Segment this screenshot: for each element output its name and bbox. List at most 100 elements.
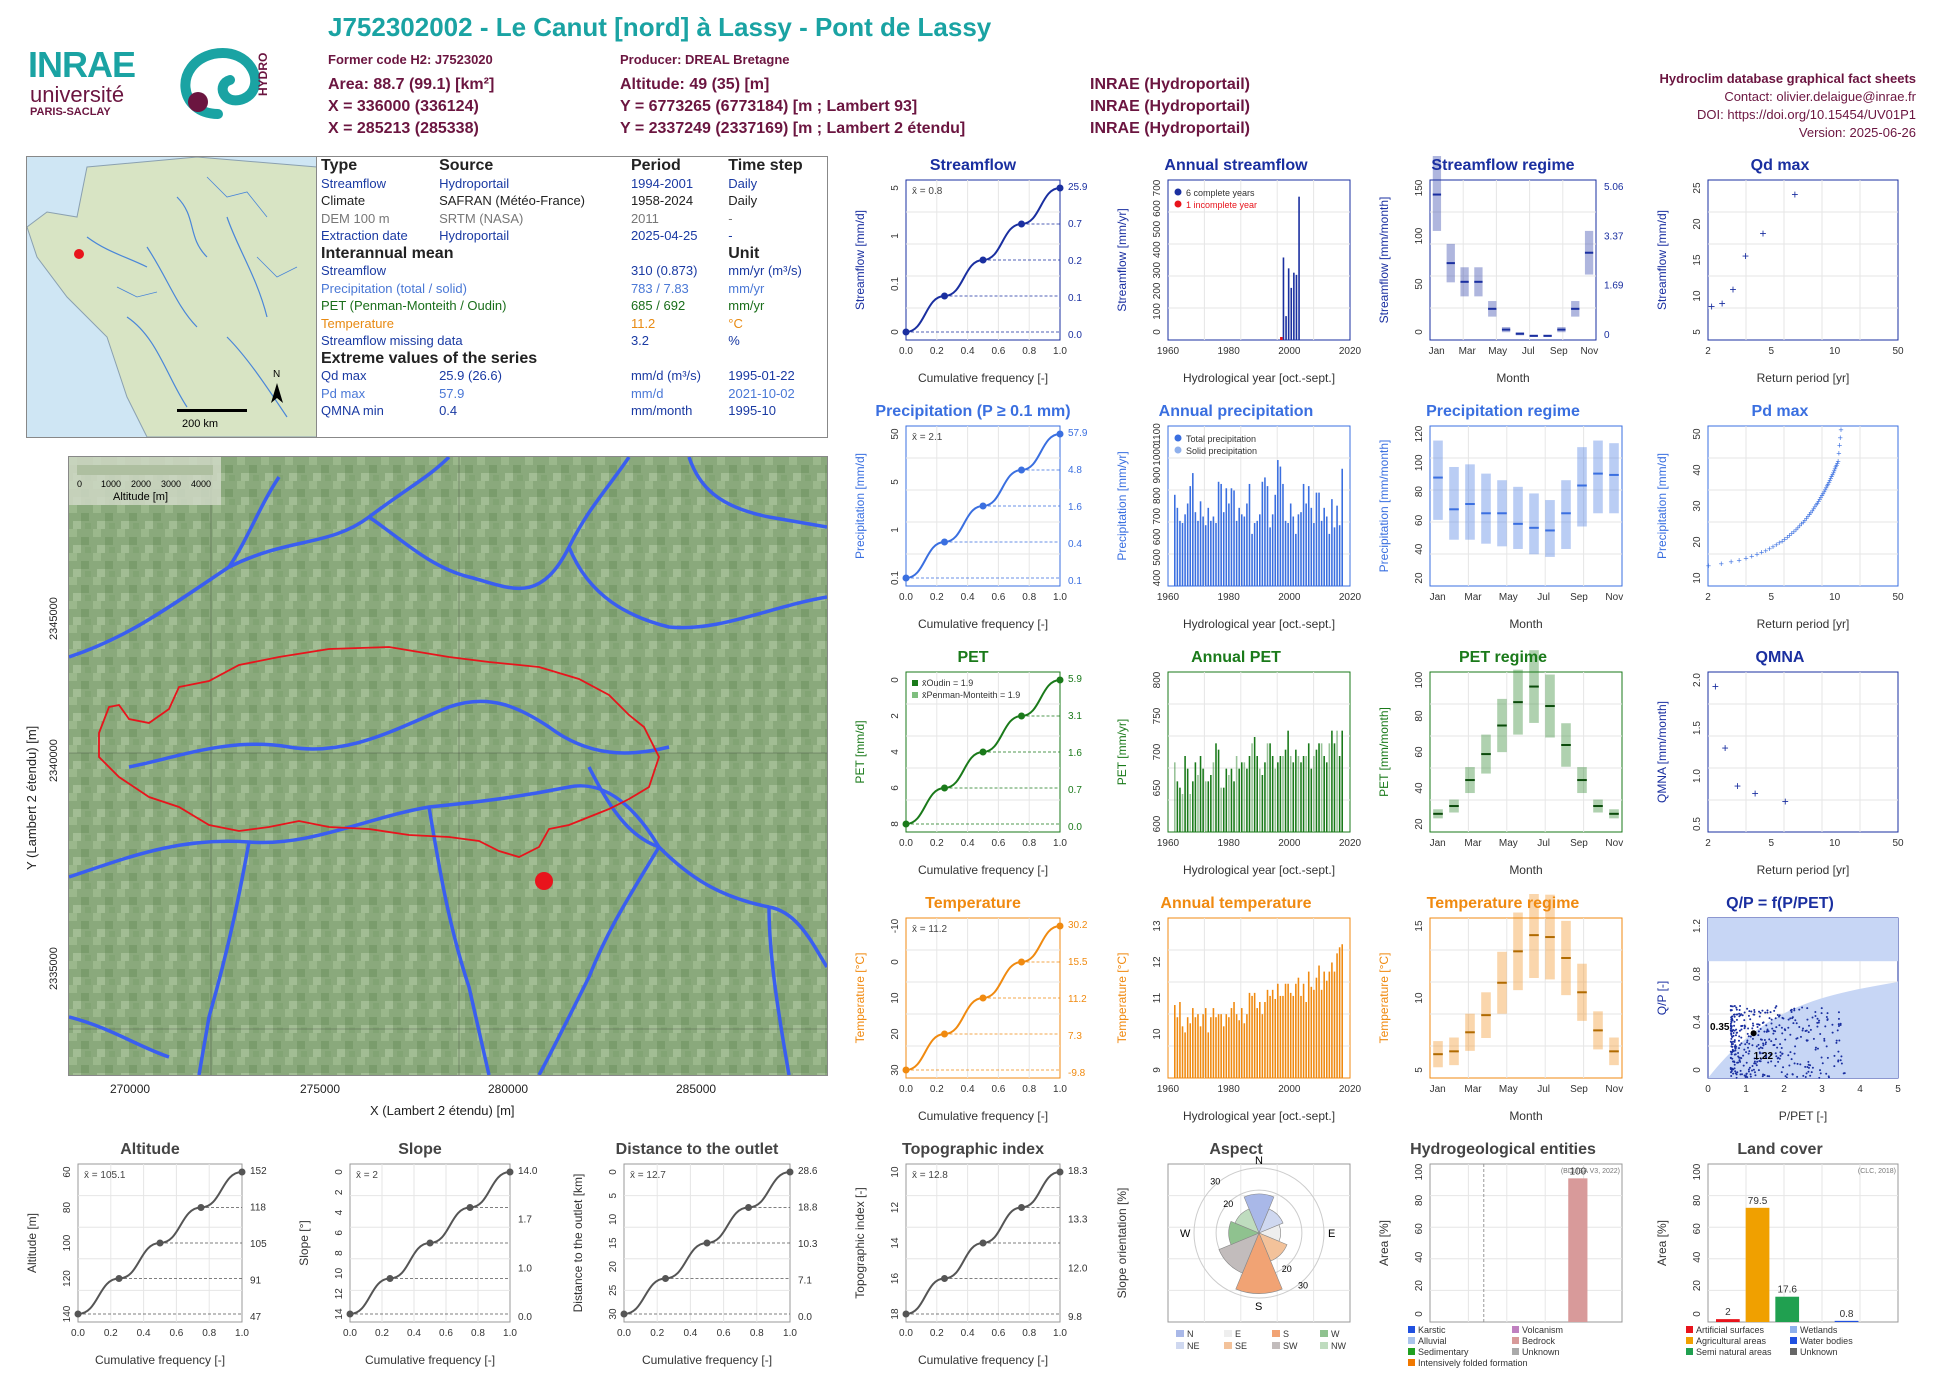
scatter-point <box>1774 1052 1777 1055</box>
y-tick-label: 5 <box>1692 329 1703 335</box>
x-tick-label: 1.0 <box>1053 346 1067 357</box>
svg-text:0: 0 <box>77 479 82 489</box>
annual-pet-chart: Annual PET Hydrological year [oct.-sept.]… <box>1115 649 1362 877</box>
scatter-point <box>1842 1072 1845 1075</box>
legend-swatch <box>1408 1348 1415 1355</box>
doi-link[interactable]: DOI: https://doi.org/10.15454/UV01P1 <box>1697 107 1916 122</box>
x-tick-label: Jan <box>1430 592 1446 603</box>
scatter-point <box>1778 1024 1781 1027</box>
scatter-point: + <box>1759 548 1764 558</box>
temp-cdf-chart: Temperature Cumulative frequency [-] Tempe… <box>853 895 1088 1123</box>
scatter-point: + <box>1804 514 1809 524</box>
scatter-point <box>1774 1017 1777 1020</box>
chart-title: Annual PET <box>1191 649 1281 666</box>
scatter-point <box>1731 1057 1734 1060</box>
x-tick-label: 0.0 <box>617 1328 631 1339</box>
scatter-point <box>1762 1073 1765 1076</box>
bar <box>1184 514 1186 586</box>
scatter-point <box>1735 1028 1738 1031</box>
x-tick-label: 1960 <box>1157 1084 1180 1095</box>
y-tick-label: 10 <box>334 1267 345 1279</box>
y-axis-label: PET [mm/d] <box>853 720 867 783</box>
scatter-point: + <box>1836 449 1841 459</box>
plot-frame <box>1707 179 1899 341</box>
radial-ring <box>1193 1167 1325 1299</box>
plot-frame <box>1707 425 1899 587</box>
quantile-point <box>1056 922 1064 930</box>
scatter-point <box>1730 1030 1733 1033</box>
bar <box>1179 1002 1181 1078</box>
bar <box>1248 992 1251 1078</box>
scatter-point <box>1731 1043 1734 1046</box>
legend-label: Total precipitation <box>1186 434 1256 444</box>
france-map-svg: 200 km N <box>27 157 317 437</box>
y-axis-label: PET [mm/yr] <box>1115 719 1129 785</box>
quantile-point <box>1018 1204 1025 1211</box>
scatter-point <box>1739 1043 1742 1046</box>
scatter-point <box>1771 1027 1774 1030</box>
scatter-point <box>1790 1011 1793 1014</box>
legend-label: W <box>1331 1329 1340 1339</box>
legend-swatch <box>1176 1342 1184 1349</box>
bar <box>1277 983 1279 1078</box>
y-tick-label: 30 <box>890 1064 901 1076</box>
y-tick-label: 700 <box>1152 743 1163 760</box>
scatter-point <box>1746 1041 1749 1044</box>
scatter-point: + <box>1822 485 1827 495</box>
scatter-point <box>1805 1072 1808 1075</box>
legend-label: x̄Oudin = 1.9 <box>922 678 973 688</box>
bar <box>1282 483 1284 586</box>
ring-label: 20 <box>1282 1264 1292 1274</box>
scatter-point: + <box>1797 521 1802 531</box>
bar <box>1240 1008 1243 1078</box>
scatter-point <box>1753 1009 1756 1012</box>
bar <box>1204 525 1207 586</box>
precip-cdf-chart: Precipitation (P ≥ 0.1 mm) Cumulative fre… <box>853 403 1088 631</box>
basin-outline <box>98 646 660 858</box>
scatter-point: + <box>1802 515 1807 525</box>
station-info-table: Type Source Period Time step Streamflow Hydr… <box>316 156 828 438</box>
scatter-point <box>1736 1013 1739 1016</box>
quantile-point <box>941 784 948 792</box>
y-tick-label: 0 <box>1152 329 1163 335</box>
x-tick-label: 0.2 <box>930 1328 944 1339</box>
right-tick-label: 18.8 <box>798 1203 818 1214</box>
scatter-point <box>1804 1065 1807 1068</box>
scatter-point <box>1738 1012 1741 1015</box>
bar <box>1228 775 1230 832</box>
y-axis-label: Q/P [-] <box>1655 981 1669 1015</box>
x-tick-label: May <box>1499 838 1518 849</box>
y-tick-label: 2 <box>334 1189 345 1195</box>
data-label: 17.6 <box>1777 1285 1797 1296</box>
bar <box>1716 1319 1740 1322</box>
scatter-point <box>1746 1032 1749 1035</box>
quantile-point <box>1056 676 1064 684</box>
scatter-point <box>1735 1076 1738 1079</box>
y-tick-label: 0 <box>1692 1067 1703 1073</box>
scatter-point <box>1758 1015 1761 1018</box>
scatter-point <box>1730 1033 1733 1036</box>
scatter-point <box>1796 1075 1799 1078</box>
plot-frame <box>1429 425 1623 587</box>
river-network <box>69 457 827 1075</box>
scatter-point <box>1775 1055 1778 1058</box>
scatter-point <box>1733 1005 1736 1008</box>
bar <box>1197 775 1199 832</box>
y-tick-label: 100 <box>1692 1163 1703 1180</box>
chart-title: Q/P = f(P/PET) <box>1726 895 1834 912</box>
right-tick-label: 3.37 <box>1604 231 1624 242</box>
scatter-point: + <box>1779 536 1784 546</box>
legend-swatch <box>1224 1342 1232 1349</box>
scatter-point <box>1751 1064 1754 1067</box>
gauging-station-dot <box>535 872 553 890</box>
bar <box>1212 1008 1215 1078</box>
quantile-point <box>941 1030 948 1038</box>
scatter-point <box>1839 1022 1842 1025</box>
bar <box>1210 1017 1212 1078</box>
legend-label: Agricultural areas <box>1696 1336 1767 1346</box>
legend-swatch <box>1174 200 1182 208</box>
scatter-point <box>1730 1032 1733 1035</box>
bar <box>1251 995 1253 1078</box>
bar <box>1222 787 1225 832</box>
bar <box>1240 762 1243 832</box>
